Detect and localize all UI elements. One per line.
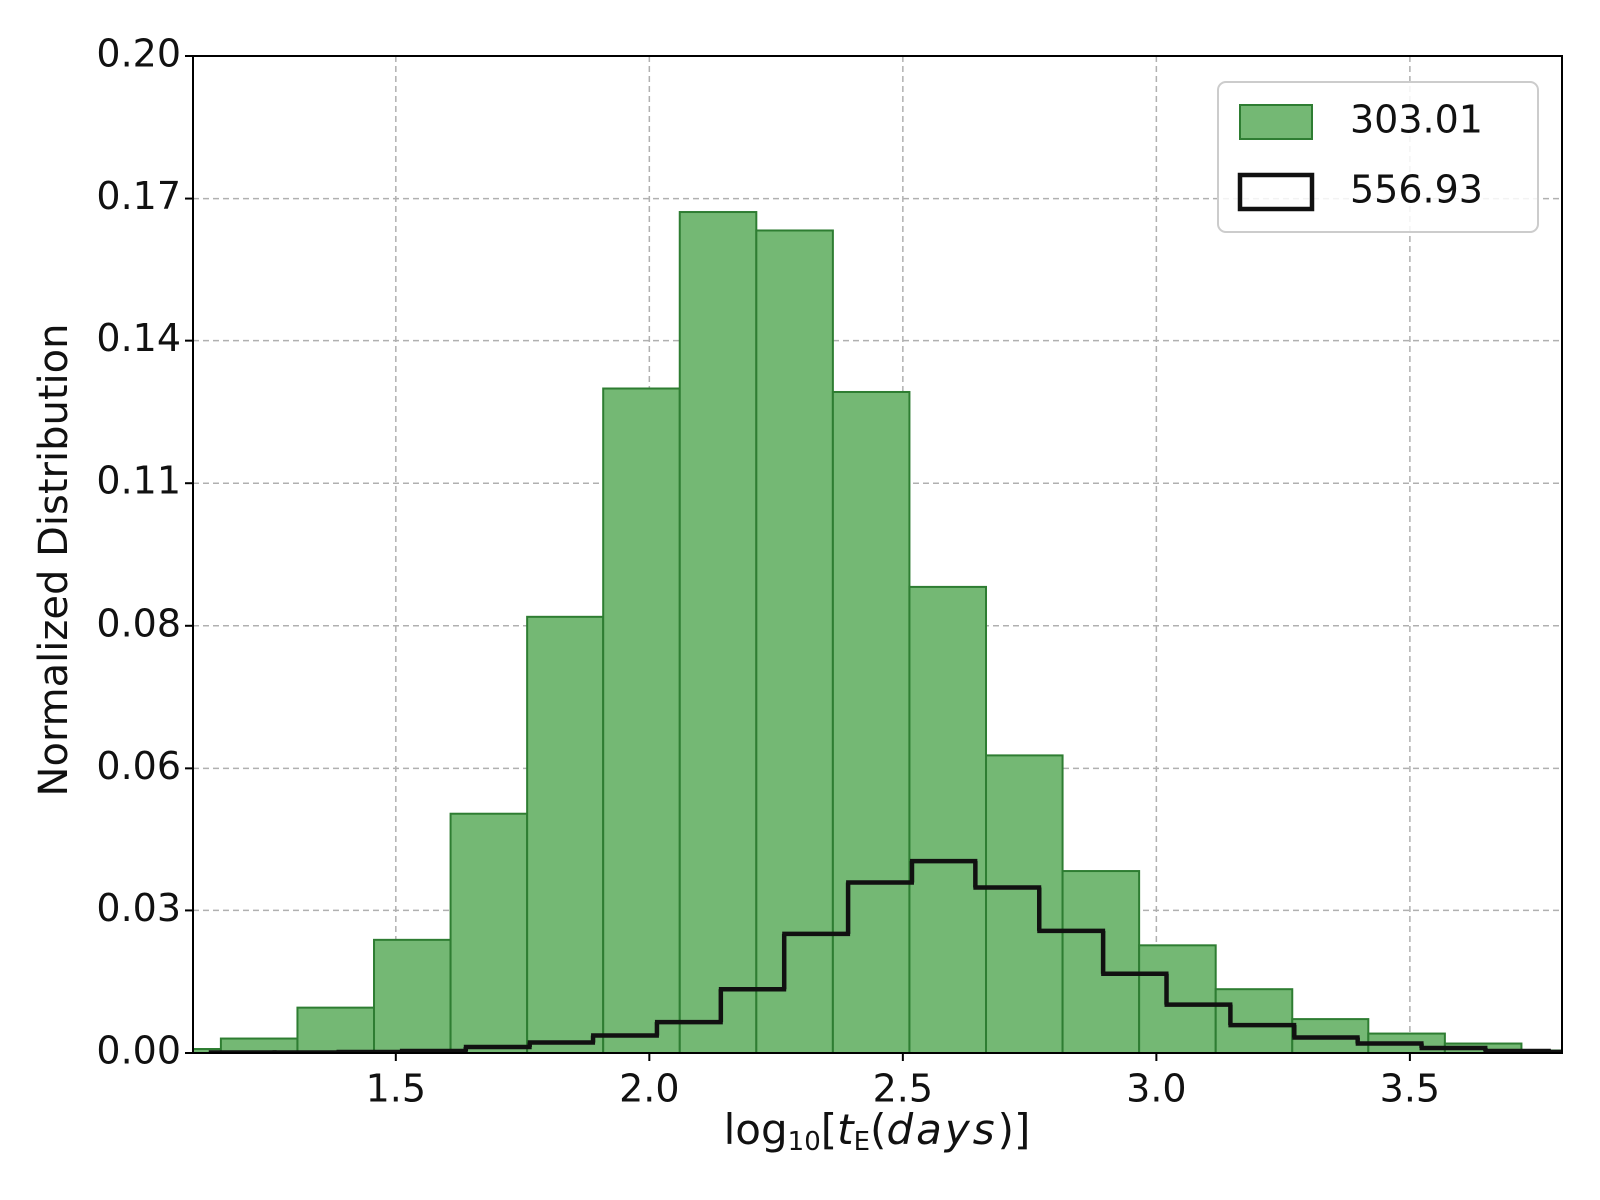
histogram-bar <box>373 938 452 1053</box>
y-tick-label: 0.14 <box>96 316 181 360</box>
legend: 303.01 556.93 <box>1217 81 1539 233</box>
x-label-part: [ <box>821 1105 837 1154</box>
x-label-part: 10 <box>788 1127 821 1157</box>
histogram-bar <box>755 229 834 1053</box>
x-label-part: E <box>854 1127 870 1157</box>
y-tick-label: 0.17 <box>96 174 181 218</box>
y-axis-label: Normalized Distribution <box>31 324 77 797</box>
x-axis-label: log10[tE(days)] <box>724 1105 1031 1157</box>
histogram-bar <box>1061 870 1141 1053</box>
y-tick-label: 0.06 <box>96 744 181 788</box>
y-tick-label: 0.00 <box>96 1029 181 1073</box>
x-tick-label: 3.0 <box>1126 1067 1186 1111</box>
legend-swatch <box>1239 104 1313 140</box>
y-tick-label: 0.20 <box>96 32 181 76</box>
x-tick-label: 3.5 <box>1380 1067 1440 1111</box>
legend-label: 556.93 <box>1350 168 1483 212</box>
histogram-bar <box>1138 944 1217 1053</box>
legend-label: 303.01 <box>1350 98 1483 142</box>
x-tick-label: 2.0 <box>619 1067 679 1111</box>
y-tick-label: 0.03 <box>96 886 181 930</box>
histogram-bar <box>602 387 681 1053</box>
x-label-part: ( <box>870 1105 886 1154</box>
histogram-bar <box>908 585 988 1053</box>
histogram-bar <box>526 615 605 1053</box>
y-tick-label: 0.11 <box>96 459 181 503</box>
x-label-part: log <box>724 1105 788 1154</box>
legend-swatch <box>1237 172 1315 212</box>
histogram-bar <box>831 390 911 1053</box>
x-tick-label: 2.5 <box>873 1067 933 1111</box>
plot-area <box>193 211 1562 1053</box>
x-label-part: t <box>837 1105 855 1154</box>
histogram-bar <box>985 754 1064 1053</box>
histogram-bar <box>678 211 758 1053</box>
histogram-bar <box>1214 988 1294 1053</box>
histogram-bar <box>449 812 529 1053</box>
plot-frame <box>192 55 1563 1054</box>
x-tick-label: 1.5 <box>366 1067 426 1111</box>
y-tick-label: 0.08 <box>96 601 181 645</box>
x-label-part: days <box>886 1105 997 1154</box>
histogram-bar <box>296 1006 376 1053</box>
x-label-part: )] <box>998 1105 1031 1154</box>
